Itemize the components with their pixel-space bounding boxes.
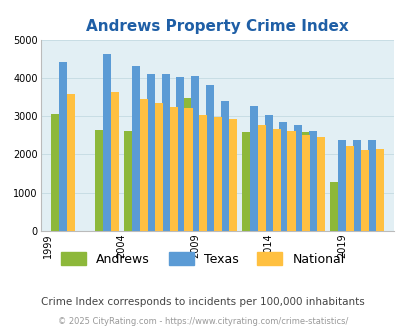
Bar xyxy=(184,108,192,231)
Bar xyxy=(249,106,258,231)
Title: Andrews Property Crime Index: Andrews Property Crime Index xyxy=(85,19,348,34)
Bar xyxy=(272,129,280,231)
Bar xyxy=(147,75,155,231)
Bar xyxy=(205,85,213,231)
Bar xyxy=(191,76,199,231)
Bar xyxy=(168,130,176,231)
Bar xyxy=(345,146,354,231)
Bar xyxy=(316,137,324,231)
Bar xyxy=(301,135,309,231)
Bar xyxy=(132,66,140,231)
Bar xyxy=(155,103,163,231)
Bar xyxy=(241,132,249,231)
Bar xyxy=(308,131,316,231)
Bar xyxy=(375,149,383,231)
Text: Crime Index corresponds to incidents per 100,000 inhabitants: Crime Index corresponds to incidents per… xyxy=(41,297,364,307)
Bar xyxy=(183,98,191,231)
Bar xyxy=(220,101,228,231)
Bar xyxy=(153,105,161,231)
Bar xyxy=(344,175,352,231)
Bar xyxy=(213,117,222,231)
Bar xyxy=(285,154,293,231)
Bar xyxy=(359,171,367,231)
Bar xyxy=(287,131,295,231)
Bar xyxy=(58,62,66,231)
Bar xyxy=(111,92,119,231)
Bar xyxy=(367,140,375,231)
Bar xyxy=(124,131,132,231)
Bar xyxy=(271,141,279,231)
Bar xyxy=(360,150,368,231)
Bar xyxy=(197,151,205,231)
Bar xyxy=(256,141,264,231)
Bar xyxy=(337,140,345,231)
Bar xyxy=(199,115,207,231)
Bar xyxy=(329,182,337,231)
Text: © 2025 CityRating.com - https://www.cityrating.com/crime-statistics/: © 2025 CityRating.com - https://www.city… xyxy=(58,317,347,326)
Bar xyxy=(94,130,102,231)
Bar xyxy=(300,132,308,231)
Bar xyxy=(228,119,236,231)
Bar xyxy=(176,78,184,231)
Bar xyxy=(212,147,220,231)
Bar xyxy=(161,74,169,231)
Bar xyxy=(279,121,287,231)
Bar xyxy=(102,54,111,231)
Bar xyxy=(293,125,301,231)
Bar xyxy=(66,94,75,231)
Bar xyxy=(352,140,360,231)
Bar xyxy=(140,99,148,231)
Bar xyxy=(258,125,266,231)
Bar xyxy=(50,114,58,231)
Bar xyxy=(169,107,177,231)
Bar xyxy=(264,115,272,231)
Legend: Andrews, Texas, National: Andrews, Texas, National xyxy=(61,252,344,266)
Bar xyxy=(139,126,147,231)
